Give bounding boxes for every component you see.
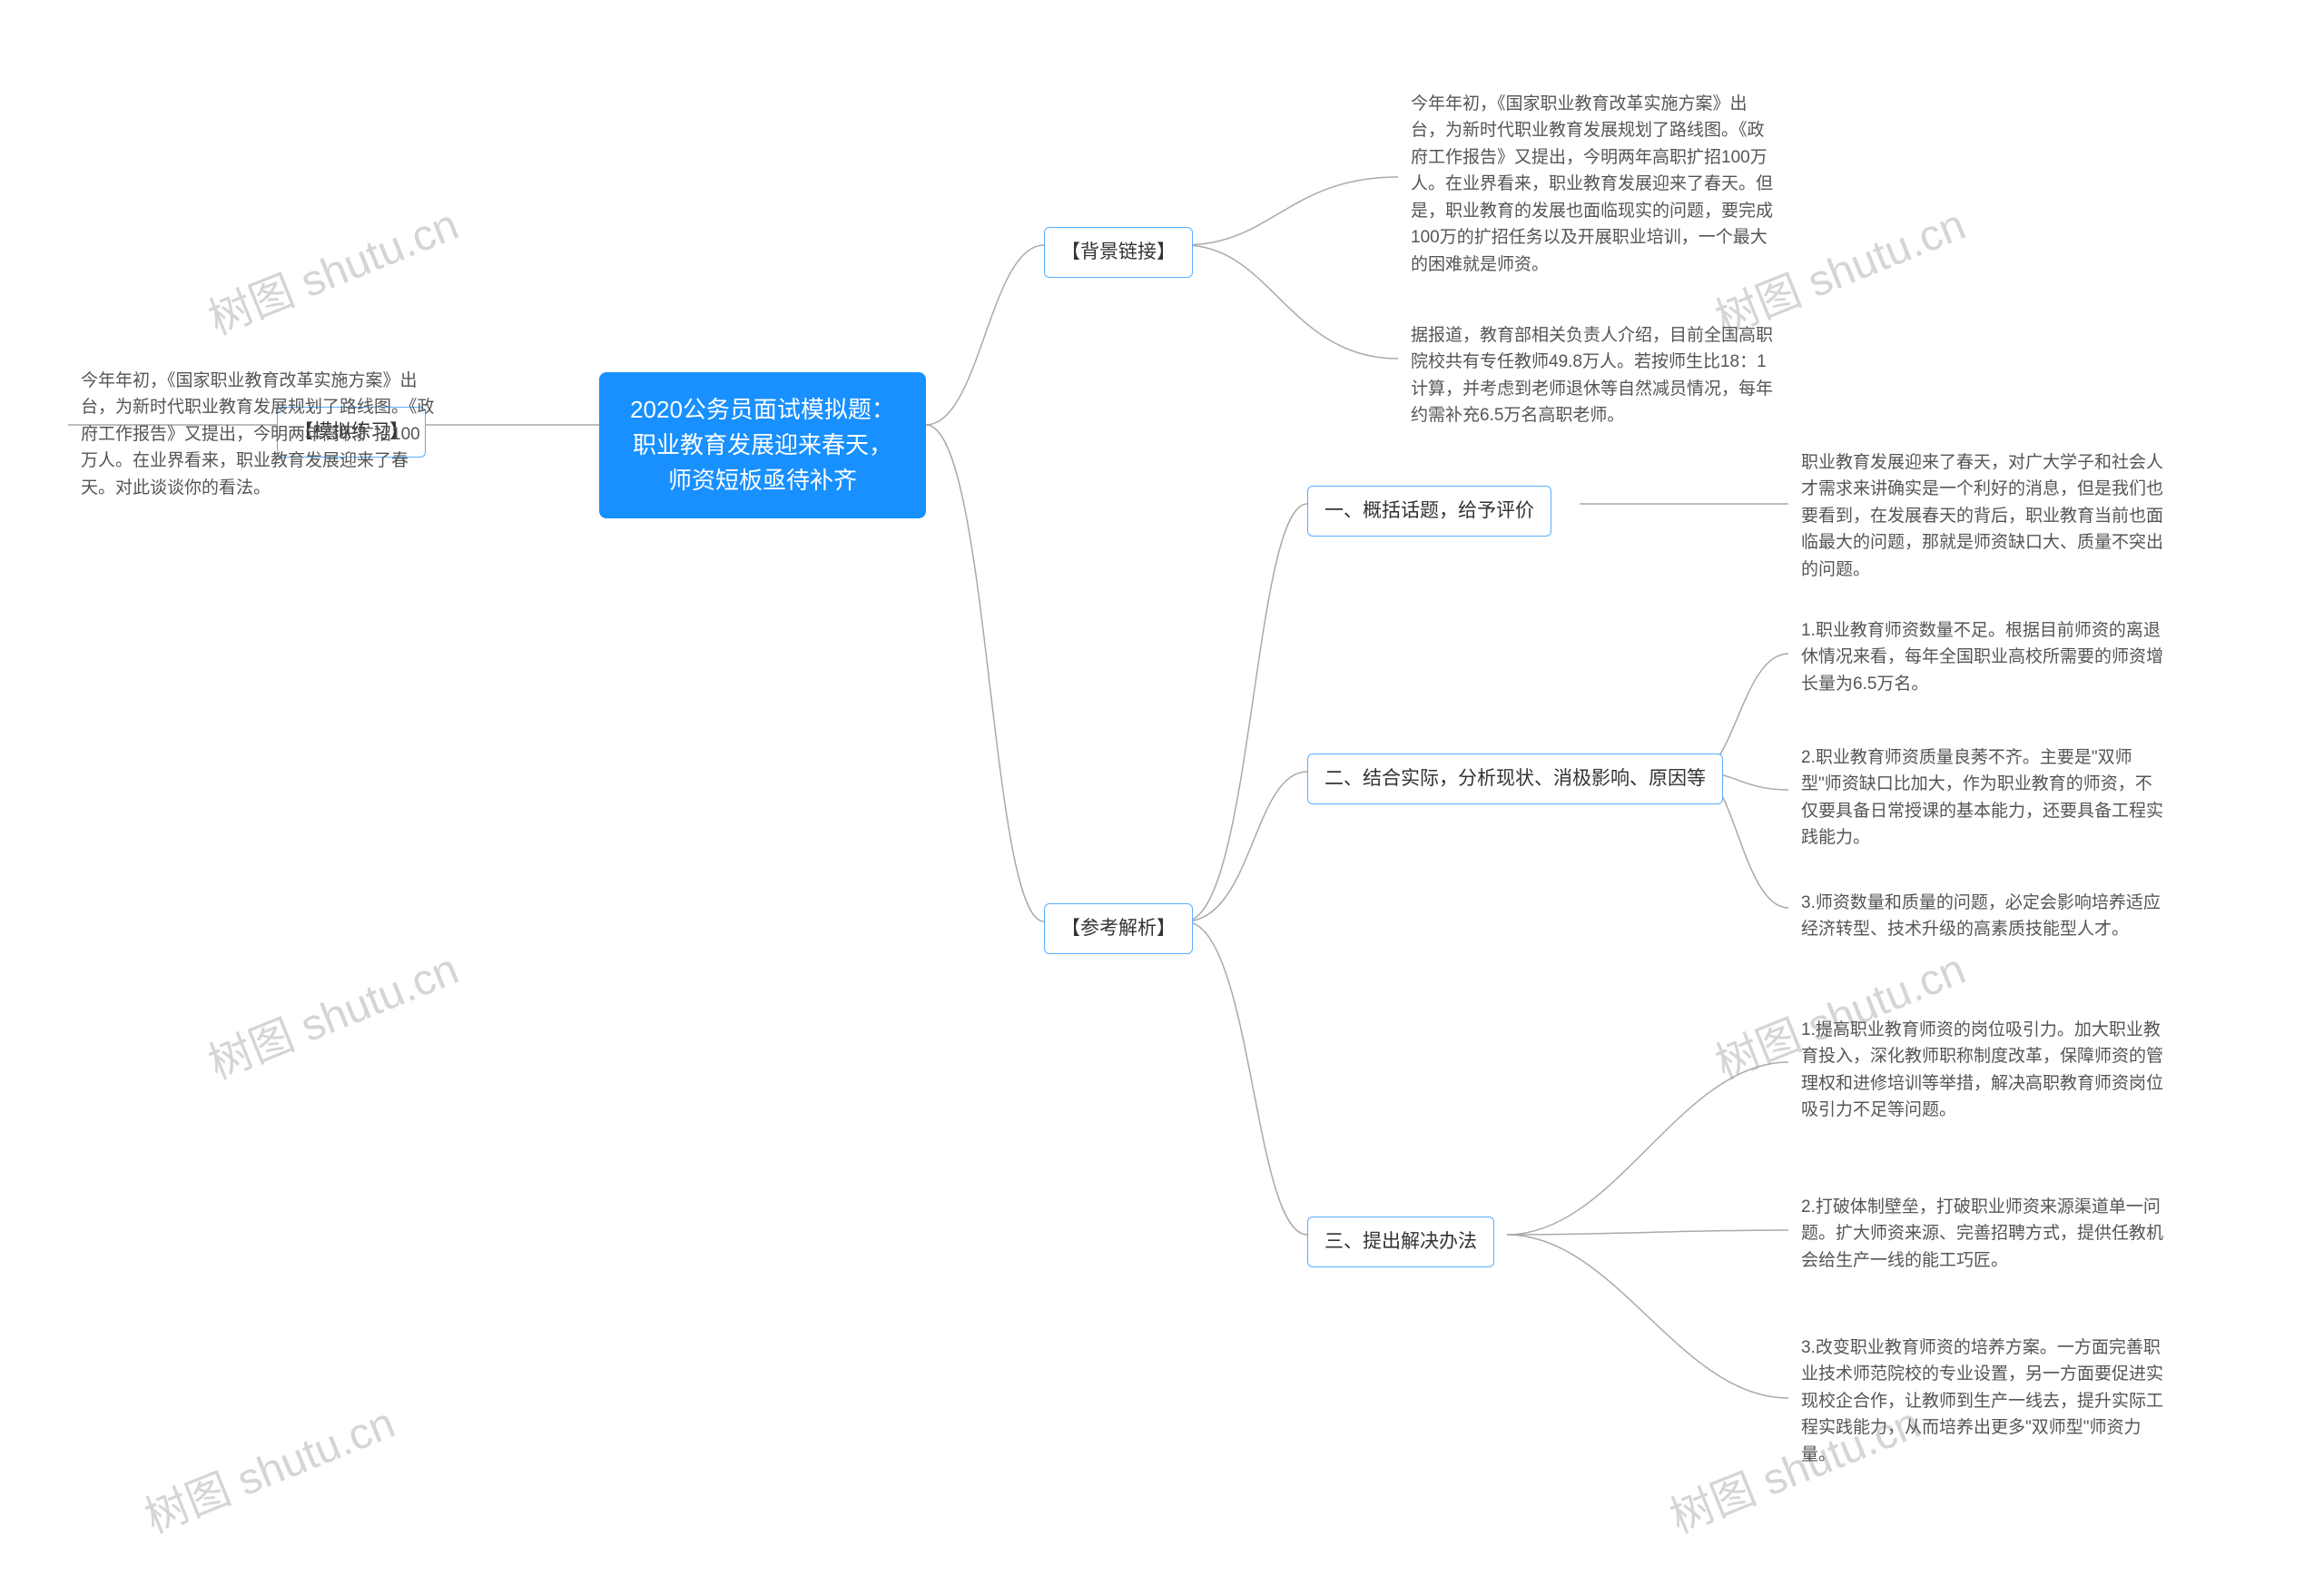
sub1-leaf-1: 职业教育发展迎来了春天，对广大学子和社会人才需求来讲确实是一个利好的消息，但是我… bbox=[1788, 440, 2179, 592]
watermark: 树图 shutu.cn bbox=[133, 1387, 402, 1545]
leaf-left: 今年年初，《国家职业教育改革实施方案》出台，为新时代职业教育发展规划了路线图。《… bbox=[68, 359, 449, 510]
sub3-leaf-3: 3.改变职业教育师资的培养方案。一方面完善职业技术师范院校的专业设置，另一方面要… bbox=[1788, 1325, 2179, 1477]
root-line3: 师资短板亟待补齐 bbox=[621, 463, 904, 498]
root-line2: 职业教育发展迎来春天， bbox=[621, 428, 904, 463]
leaf-bg-2: 据报道，教育部相关负责人介绍，目前全国高职院校共有专任教师49.8万人。若按师生… bbox=[1398, 313, 1788, 438]
sub-3: 三、提出解决办法 bbox=[1307, 1217, 1494, 1267]
sub-2: 二、结合实际，分析现状、消极影响、原因等 bbox=[1307, 754, 1723, 804]
sub-1: 一、概括话题，给予评价 bbox=[1307, 486, 1551, 537]
branch-background: 【背景链接】 bbox=[1044, 227, 1193, 278]
sub3-leaf-2: 2.打破体制壁垒，打破职业师资来源渠道单一问题。扩大师资来源、完善招聘方式，提供… bbox=[1788, 1185, 2179, 1283]
sub2-leaf-1: 1.职业教育师资数量不足。根据目前师资的离退休情况来看，每年全国职业高校所需要的… bbox=[1788, 608, 2179, 706]
leaf-bg-1: 今年年初，《国家职业教育改革实施方案》出台，为新时代职业教育发展规划了路线图。《… bbox=[1398, 82, 1788, 287]
branch-analysis: 【参考解析】 bbox=[1044, 903, 1193, 954]
sub2-leaf-2: 2.职业教育师资质量良莠不齐。主要是"双师型"师资缺口比加大，作为职业教育的师资… bbox=[1788, 735, 2179, 861]
root-node: 2020公务员面试模拟题： 职业教育发展迎来春天， 师资短板亟待补齐 bbox=[599, 372, 926, 518]
sub2-leaf-3: 3.师资数量和质量的问题，必定会影响培养适应经济转型、技术升级的高素质技能型人才… bbox=[1788, 881, 2179, 952]
sub3-leaf-1: 1.提高职业教育师资的岗位吸引力。加大职业教育投入，深化教师职称制度改革，保障师… bbox=[1788, 1008, 2179, 1133]
watermark: 树图 shutu.cn bbox=[197, 933, 466, 1091]
watermark: 树图 shutu.cn bbox=[197, 189, 466, 347]
root-line1: 2020公务员面试模拟题： bbox=[621, 392, 904, 428]
